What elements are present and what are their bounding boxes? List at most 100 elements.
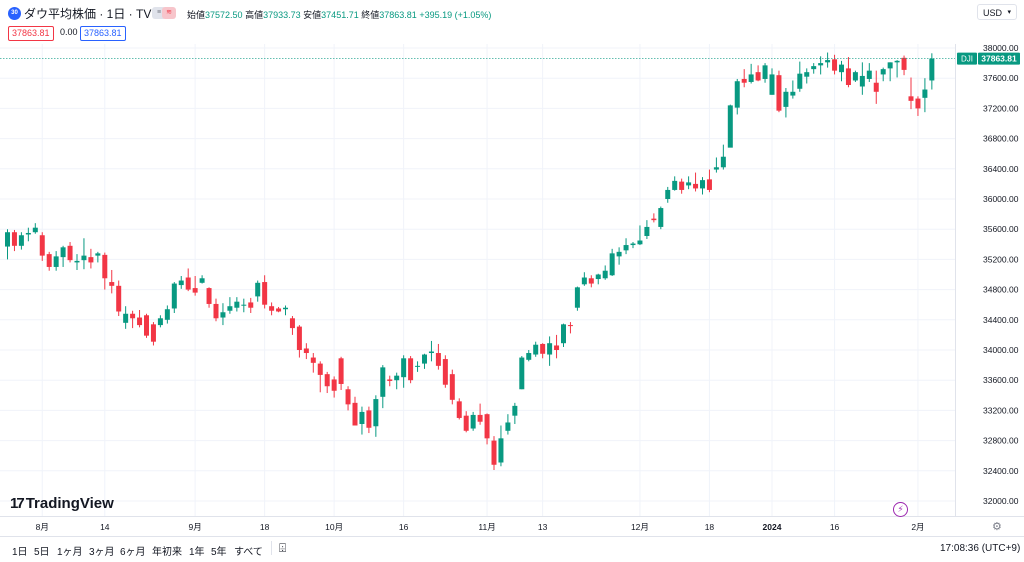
candle-body xyxy=(852,72,858,81)
calendar-icon[interactable]: ⌹ xyxy=(279,541,287,555)
candle-body xyxy=(519,357,525,390)
candle xyxy=(832,54,838,75)
candle xyxy=(873,70,879,104)
candle-body xyxy=(720,156,726,168)
candle-body xyxy=(157,318,163,326)
candle xyxy=(296,325,302,358)
candle xyxy=(185,268,191,292)
candle xyxy=(609,248,615,277)
candle-body xyxy=(60,247,66,258)
symbol-title[interactable]: ダウ平均株価 · 1日 · TVC xyxy=(24,7,161,21)
currency-select[interactable]: USD ▾ xyxy=(977,4,1017,20)
candle xyxy=(415,361,421,372)
price-tick-label: 37200.00 xyxy=(983,103,1019,113)
candle-body xyxy=(422,354,427,364)
candle xyxy=(137,309,143,328)
candle-body xyxy=(241,304,247,306)
clock-readout[interactable]: 17:08:36 (UTC+9) xyxy=(940,543,1021,554)
candle-body xyxy=(741,78,747,83)
candle-body xyxy=(415,365,421,367)
candle-body xyxy=(873,82,879,92)
candle-body xyxy=(123,313,129,323)
candle xyxy=(130,310,136,329)
candle xyxy=(255,280,261,302)
time-tick-label: 16 xyxy=(399,522,409,532)
range-button[interactable]: 5日 xyxy=(34,547,50,558)
candle-body xyxy=(178,280,184,286)
buy-button[interactable]: 37863.81 xyxy=(80,26,126,41)
candle xyxy=(199,275,205,284)
candle xyxy=(116,280,122,317)
candle-body xyxy=(574,287,580,308)
price-tick-label: 34800.00 xyxy=(983,285,1019,295)
candle xyxy=(623,238,629,255)
candle-body xyxy=(693,183,699,189)
candle xyxy=(859,62,865,95)
close-label: 終値 xyxy=(361,10,380,20)
time-axis: 8月 14 9月 18 10月 16 11月 13 12月 18 2024 16 2月 xyxy=(36,522,925,532)
candle-body xyxy=(727,105,733,148)
candle-body xyxy=(679,181,685,190)
time-tick-label: 11月 xyxy=(478,522,495,532)
candle xyxy=(818,56,824,75)
sell-button[interactable]: 37863.81 xyxy=(8,26,54,41)
candle-body xyxy=(67,245,73,261)
candle-body xyxy=(171,283,177,309)
candle xyxy=(734,78,740,115)
tradingview-logo[interactable]: 17 TradingView xyxy=(10,495,114,512)
candle xyxy=(463,411,469,433)
candle xyxy=(67,242,73,263)
price-tick-label: 33200.00 xyxy=(983,405,1019,415)
candle-body xyxy=(401,358,407,378)
candle-body xyxy=(185,277,191,290)
candle xyxy=(512,402,518,424)
candle-body xyxy=(665,189,671,199)
candle-body xyxy=(116,285,122,312)
candle-body xyxy=(484,414,490,439)
candle xyxy=(470,411,476,431)
candle-body xyxy=(262,282,268,305)
candle-body xyxy=(408,358,414,381)
candle xyxy=(262,275,268,309)
high-label: 高値 xyxy=(245,10,264,20)
candle-body xyxy=(637,240,643,245)
tradingview-logo-icon: 17 xyxy=(10,495,25,512)
gear-icon[interactable]: ⚙ xyxy=(992,521,1002,533)
candle-body xyxy=(644,226,650,236)
candle xyxy=(317,361,323,393)
candle xyxy=(915,96,921,116)
candle xyxy=(387,375,393,387)
candle xyxy=(595,273,601,285)
price-tick-label: 37600.00 xyxy=(983,73,1019,83)
candle-body xyxy=(470,414,476,429)
candle xyxy=(769,68,775,95)
candle xyxy=(102,252,108,290)
candle xyxy=(171,282,177,314)
range-button[interactable]: 3ヶ月 xyxy=(89,547,115,558)
candle xyxy=(269,302,275,316)
candle-body xyxy=(324,374,330,387)
bolt-icon[interactable]: ⚡ xyxy=(893,502,908,517)
candle-body xyxy=(915,98,921,109)
candle xyxy=(839,60,844,82)
candle-body xyxy=(894,60,900,63)
candle-body xyxy=(88,257,94,263)
candle-body xyxy=(366,410,372,428)
candle xyxy=(442,355,448,388)
candle xyxy=(574,286,580,311)
range-button[interactable]: 6ヶ月 xyxy=(120,547,146,558)
candle xyxy=(533,341,539,357)
range-button[interactable]: 5年 xyxy=(211,547,227,558)
range-button[interactable]: すべて xyxy=(234,547,263,558)
range-button[interactable]: 1年 xyxy=(189,547,205,558)
range-button[interactable]: 1ヶ月 xyxy=(57,547,83,558)
candle xyxy=(178,276,184,289)
range-button[interactable]: 年初来 xyxy=(152,547,182,558)
candle-body xyxy=(428,351,434,354)
range-button[interactable]: 1日 xyxy=(12,547,28,558)
last-price-label-group: DJI 37863.81 xyxy=(957,52,1020,65)
candle-body xyxy=(53,256,59,267)
indicator-toggle-icon[interactable]: ≋ xyxy=(162,7,176,19)
candle-body xyxy=(567,325,573,327)
